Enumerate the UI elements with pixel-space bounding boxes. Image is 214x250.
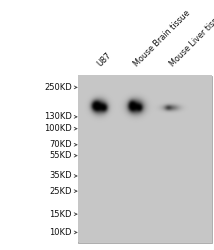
Text: 100KD: 100KD bbox=[44, 124, 72, 133]
Text: 35KD: 35KD bbox=[49, 172, 72, 180]
Text: U87: U87 bbox=[95, 51, 113, 69]
Text: 15KD: 15KD bbox=[49, 210, 72, 219]
Text: 250KD: 250KD bbox=[44, 83, 72, 92]
Bar bbox=[78, 76, 212, 242]
Text: 70KD: 70KD bbox=[49, 140, 72, 149]
Text: 25KD: 25KD bbox=[49, 187, 72, 196]
Text: 130KD: 130KD bbox=[44, 112, 72, 121]
Text: 10KD: 10KD bbox=[49, 228, 72, 237]
Text: 55KD: 55KD bbox=[49, 151, 72, 160]
Text: Mouse Liver tissue: Mouse Liver tissue bbox=[168, 10, 214, 69]
Text: Mouse Brain tissue: Mouse Brain tissue bbox=[132, 9, 192, 69]
